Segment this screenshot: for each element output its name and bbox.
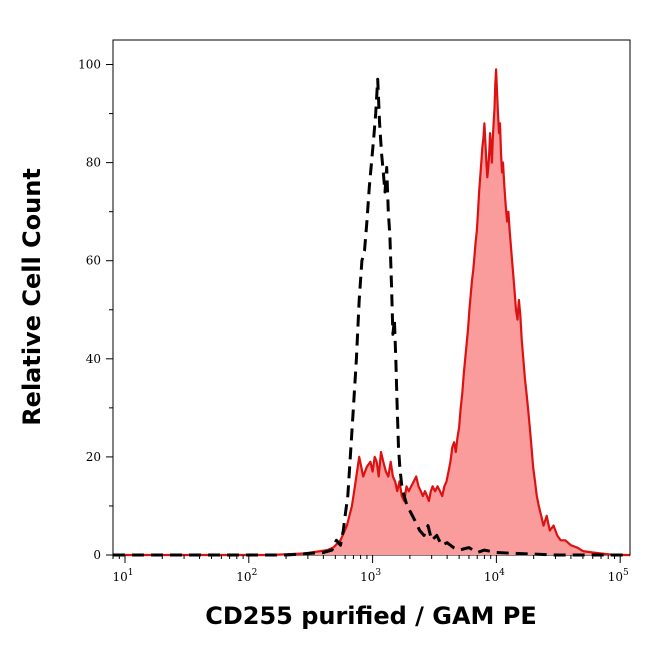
series-layer	[113, 68, 630, 557]
x-tick-label: 103	[360, 568, 381, 584]
tick-labels: 101 102 103 104 105 0 20 40 60 80 100	[78, 58, 629, 584]
y-tick-label: 20	[86, 450, 101, 464]
y-tick-label: 60	[86, 254, 101, 268]
axis-ticks	[106, 64, 621, 563]
y-axis-title: Relative Cell Count	[18, 168, 46, 426]
x-tick-label: 102	[236, 568, 257, 584]
x-tick-label: 105	[608, 568, 629, 584]
x-tick-label: 104	[484, 568, 505, 584]
series-filled-outline	[113, 68, 630, 557]
series-filled-area	[113, 69, 630, 556]
x-axis-title: CD255 purified / GAM PE	[205, 602, 537, 630]
x-tick-label: 101	[112, 568, 133, 584]
y-tick-label: 40	[86, 352, 101, 366]
y-tick-label: 100	[78, 58, 101, 72]
y-tick-label: 80	[86, 156, 101, 170]
series-dashed-line	[113, 77, 630, 557]
y-tick-label: 0	[93, 548, 101, 562]
